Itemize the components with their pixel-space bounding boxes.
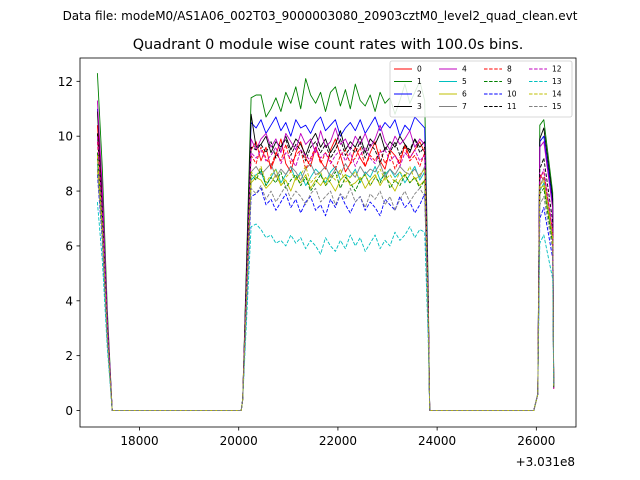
chart-title: Quadrant 0 module wise count rates with … (133, 37, 524, 53)
x-tick-label: 24000 (418, 434, 456, 448)
legend-label-6: 6 (462, 90, 467, 99)
legend-label-4: 4 (462, 65, 467, 74)
legend-label-3: 3 (417, 102, 422, 111)
y-tick-label: 0 (65, 404, 73, 418)
series-line-14 (96, 155, 555, 411)
series-line-1 (96, 73, 555, 411)
legend-label-15: 15 (552, 102, 562, 111)
series-line-7 (96, 158, 555, 411)
y-tick-label: 6 (65, 239, 73, 253)
legend-label-7: 7 (462, 102, 467, 111)
series-line-13 (96, 201, 555, 411)
x-tick-label: 22000 (319, 434, 357, 448)
legend-label-5: 5 (462, 77, 467, 86)
y-tick-label: 8 (65, 185, 73, 199)
series-layer (96, 73, 555, 411)
x-tick-label: 26000 (517, 434, 555, 448)
legend-label-1: 1 (417, 77, 422, 86)
plot-frame (79, 57, 577, 428)
series-line-15 (96, 169, 555, 411)
series-line-2 (96, 108, 555, 411)
y-axis: 0 2 4 6 8 10 12 (58, 75, 80, 418)
x-axis: 18000 20000 22000 24000 26000 (120, 427, 555, 448)
legend-label-11: 11 (507, 102, 517, 111)
legend-label-12: 12 (552, 65, 562, 74)
legend-label-0: 0 (417, 65, 422, 74)
series-line-3 (96, 111, 555, 411)
legend-label-14: 14 (552, 90, 562, 99)
x-axis-offset-label: +3.031e8 (516, 455, 575, 469)
legend-label-2: 2 (417, 90, 422, 99)
legend-box (389, 60, 573, 118)
legend-label-13: 13 (552, 77, 562, 86)
y-tick-label: 4 (65, 294, 73, 308)
figure-suptitle: Data file: modeM0/AS1A06_002T03_90000030… (63, 9, 578, 23)
series-line-5 (96, 163, 555, 411)
y-tick-label: 2 (65, 349, 73, 363)
legend-label-9: 9 (507, 77, 512, 86)
x-tick-label: 20000 (220, 434, 258, 448)
series-line-10 (96, 174, 555, 411)
y-tick-label: 10 (58, 130, 73, 144)
series-line-6 (96, 169, 555, 411)
x-tick-label: 18000 (120, 434, 158, 448)
legend-label-10: 10 (507, 90, 517, 99)
series-line-4 (96, 100, 555, 411)
series-line-0 (96, 125, 555, 411)
y-tick-label: 12 (58, 75, 73, 89)
legend-label-8: 8 (507, 65, 512, 74)
series-line-9 (96, 152, 555, 411)
series-line-11 (96, 133, 555, 411)
